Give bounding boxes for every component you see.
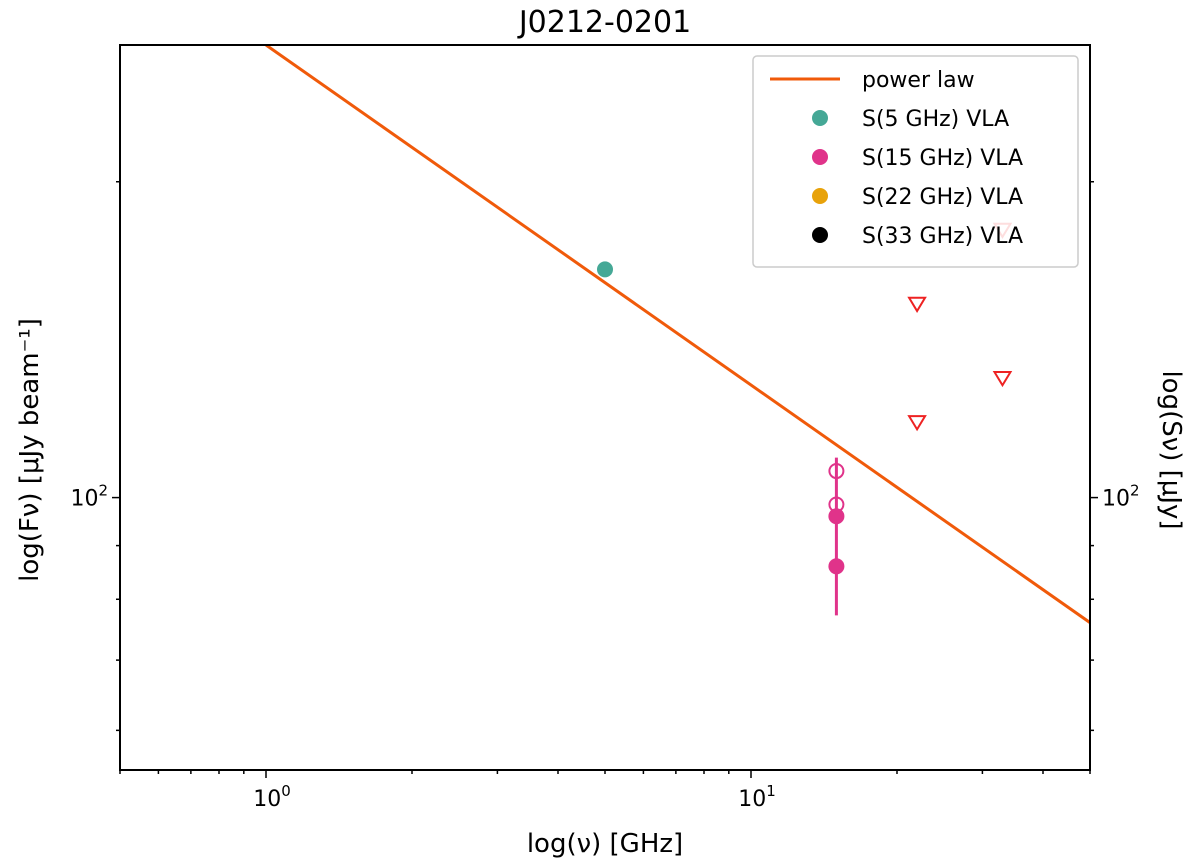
plot-content — [265, 45, 1090, 624]
legend-marker-1 — [812, 110, 828, 126]
data-point-1-0 — [828, 508, 845, 525]
data-point-1-1 — [828, 558, 845, 575]
legend: power law S(5 GHz) VLA S(15 GHz) VLA S(22 G… — [752, 55, 1079, 268]
legend-marker-2 — [812, 149, 828, 165]
axes — [112, 44, 1098, 778]
legend-label-1: S(5 GHz) VLA — [862, 107, 1009, 132]
legend-marker-4 — [812, 227, 828, 243]
data-point-0-0 — [597, 261, 613, 278]
legend-label-0: power law — [862, 68, 975, 93]
upper-limit-marker-3 — [992, 371, 1013, 388]
y-tick-labels: 102 102 — [70, 482, 1139, 512]
x-tick-labels: 100 101 — [253, 782, 776, 812]
x-tick-label: 101 — [738, 782, 776, 812]
legend-label-2: S(15 GHz) VLA — [862, 146, 1023, 171]
y-axis-label-left: log(Fν) [μJy beam⁻¹] — [15, 318, 45, 582]
open-point-15ghz-0 — [828, 463, 845, 480]
legend-box — [752, 55, 1079, 268]
y-axis-label-right: log(Sν) [μJy] — [1156, 370, 1186, 529]
legend-marker-3 — [812, 188, 828, 204]
x-tick-label: 100 — [253, 782, 291, 812]
upper-limit-marker-0 — [907, 296, 927, 313]
power-law-line — [265, 45, 1090, 624]
legend-label-4: S(33 GHz) VLA — [862, 224, 1023, 249]
upper-limit-marker-1 — [907, 415, 927, 432]
legend-label-3: S(22 GHz) VLA — [862, 185, 1023, 210]
y-tick-label-left: 102 — [70, 482, 108, 512]
y-tick-label-right: 102 — [1102, 482, 1140, 512]
chart-title: J0212-0201 — [517, 5, 691, 40]
x-axis-label: log(ν) [GHz] — [527, 829, 683, 859]
